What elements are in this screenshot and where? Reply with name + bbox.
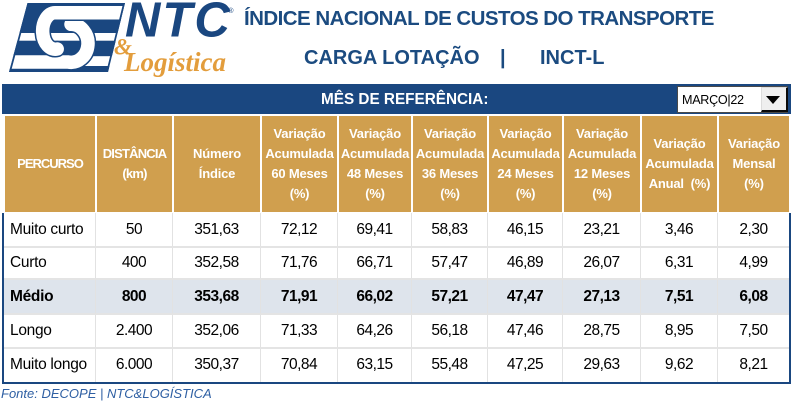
- svg-text:NTC: NTC: [125, 0, 232, 48]
- svg-text:®: ®: [228, 6, 234, 15]
- svg-text:&: &: [114, 35, 132, 60]
- svg-text:Logística: Logística: [123, 47, 226, 77]
